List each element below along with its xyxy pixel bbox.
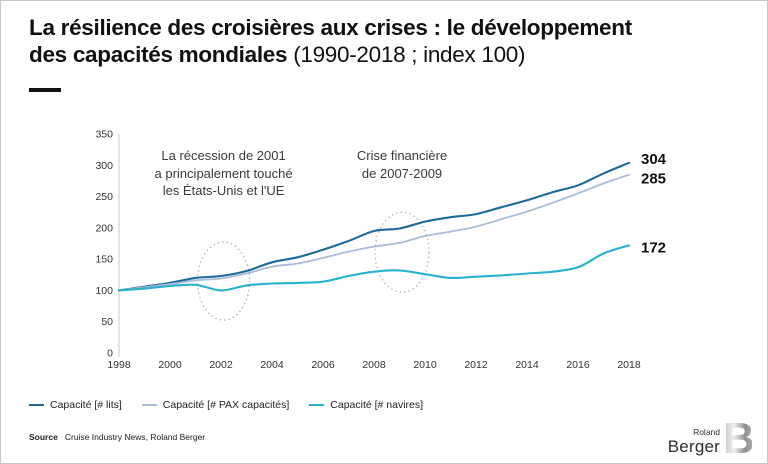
source-note: Source Cruise Industry News, Roland Berge… [29,432,205,442]
title-line2-regular: (1990-2018 ; index 100) [293,42,526,67]
annotation-crise-financiere: Crise financière de 2007-2009 [356,148,448,181]
series-line [117,161,631,292]
x-tick-label: 2016 [566,359,590,371]
legend-label-navires: Capacité [# navires] [330,399,424,411]
x-tick-label: 2002 [209,359,233,371]
roland-berger-logo: Roland Berger B [668,413,752,455]
legend-line-swatch-pax [141,404,157,406]
legend-line-swatch-lits [29,404,44,406]
y-tick-label: 350 [95,129,113,141]
series-end-label: 304 [641,151,667,168]
x-tick-label: 2014 [515,359,539,371]
chart-legend: Capacité [# lits] Capacité [# PAX capaci… [29,399,423,411]
legend-line-swatch-navires [309,404,325,406]
x-tick-label: 2008 [362,359,386,371]
x-tick-label: 2012 [464,359,488,371]
y-tick-label: 0 [107,348,113,360]
logo-roland-text: Roland [693,426,720,437]
title-line2-bold: des capacités mondiales [29,42,288,67]
legend-label-lits: Capacité [# lits] [50,399,122,411]
source-label: Source [29,432,58,442]
y-tick-label: 100 [95,285,113,297]
legend-item-pax: Capacité [# PAX capacités] [141,399,290,411]
x-tick-label: 1998 [107,359,131,371]
x-tick-label: 2004 [260,359,284,371]
legend-label-pax: Capacité [# PAX capacités] [162,399,290,411]
x-tick-label: 2018 [617,359,641,371]
series-line [118,173,630,292]
x-tick-label: 2010 [413,359,437,371]
y-tick-label: 150 [95,254,113,266]
annotation-recession-2001: La récession de 2001 a principalement to… [154,148,293,198]
svg-text:B: B [725,414,752,455]
legend-item-navires: Capacité [# navires] [309,399,423,411]
y-tick-label: 50 [101,316,113,328]
y-tick-label: 250 [95,191,113,203]
series-line [117,244,631,292]
page-title: La résilience des croisières aux crises … [29,14,753,68]
title-underline-dash [29,88,61,92]
legend-item-lits: Capacité [# lits] [29,399,122,411]
crisis-ellipse [196,241,251,321]
y-tick-label: 200 [95,222,113,234]
logo-berger-text: Berger [667,437,720,456]
y-tick-label: 300 [95,160,113,172]
title-line1: La résilience des croisières aux crises … [29,15,632,40]
x-tick-label: 2006 [311,359,335,371]
roland-berger-wordmark: Roland Berger [667,426,720,456]
x-tick-label: 2000 [158,359,182,371]
roland-berger-b-icon: B [725,414,752,455]
crisis-ellipse [374,211,430,293]
series-end-label: 172 [641,239,666,256]
series-end-label: 285 [641,171,666,188]
source-text: Cruise Industry News, Roland Berger [64,432,206,442]
